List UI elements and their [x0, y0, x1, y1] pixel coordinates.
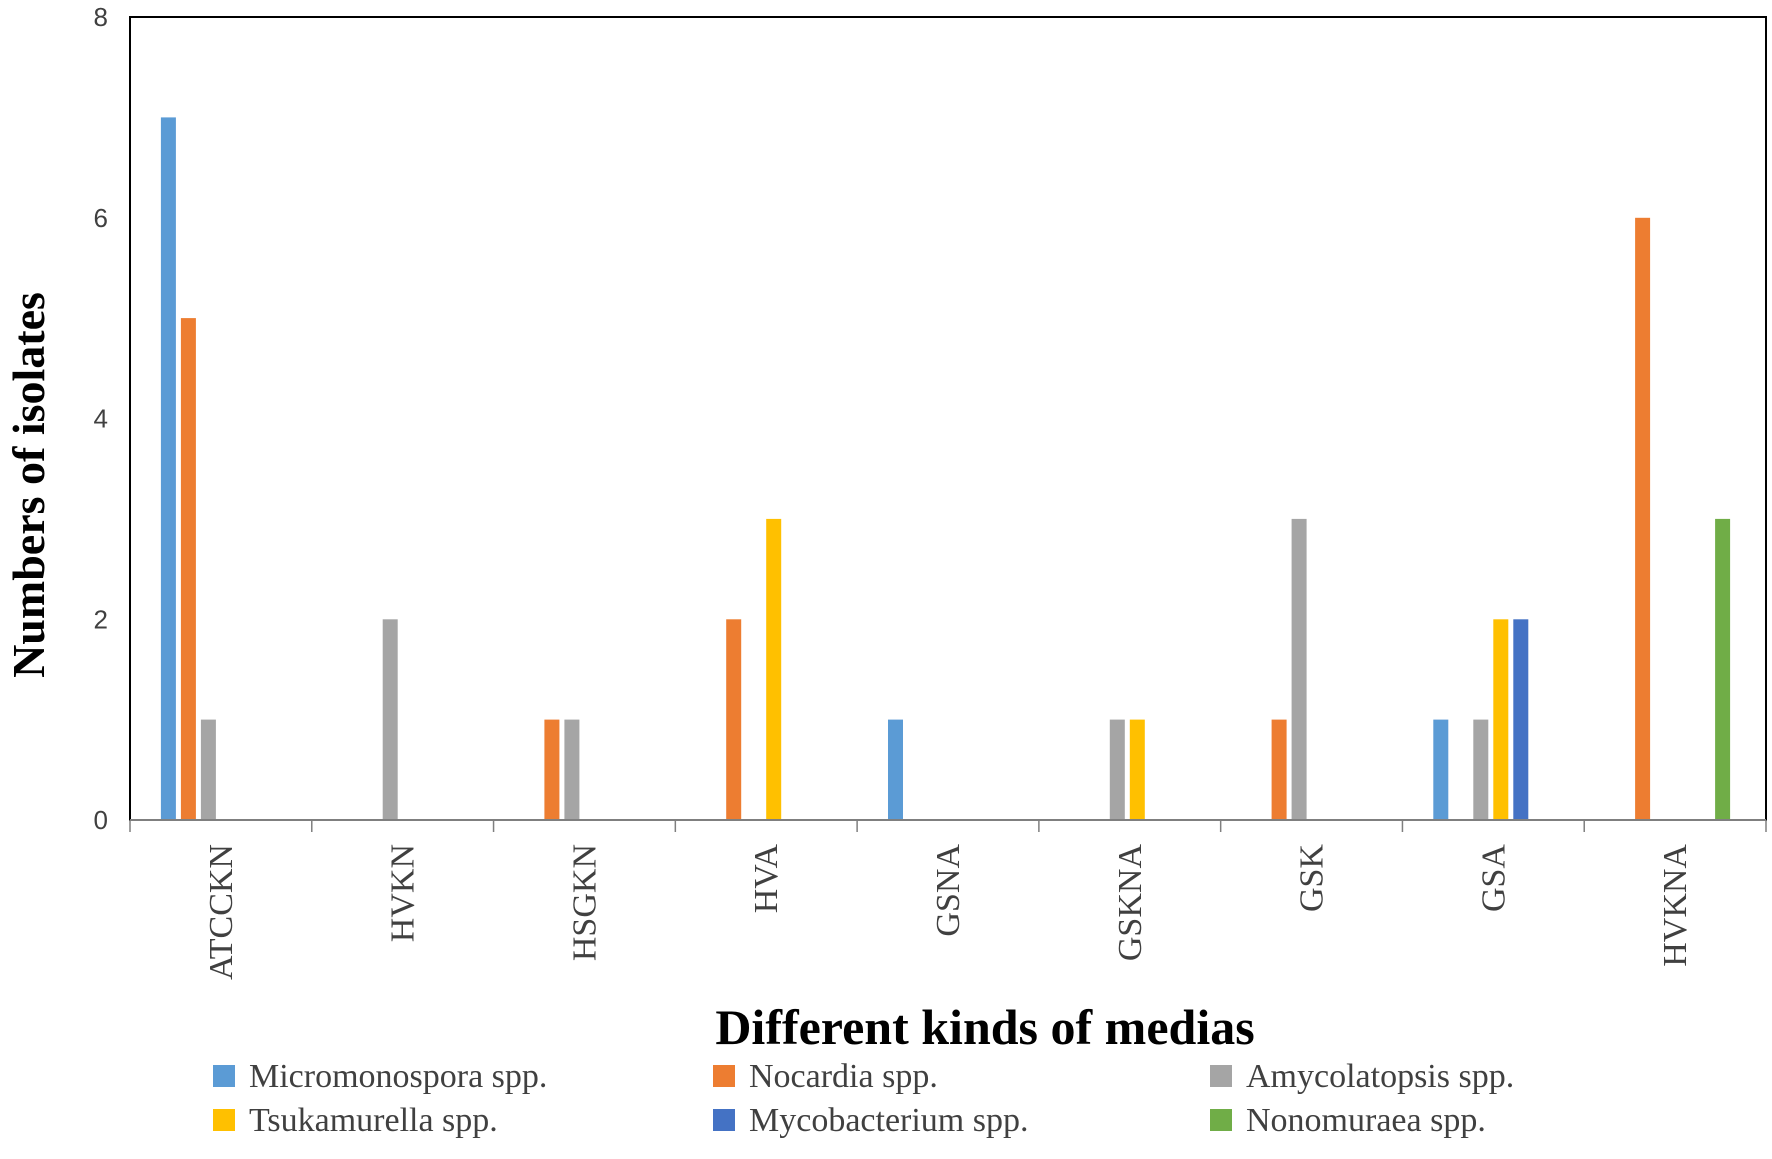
- legend-swatch-mycobacterium-spp: [713, 1109, 735, 1131]
- bar-gskna-amycolatopsis-spp: [1109, 719, 1125, 820]
- legend: Micromonospora spp. Nocardia spp. Amycolat…: [213, 1058, 1514, 1139]
- legend-label-mycobacterium-spp: Mycobacterium spp.: [749, 1102, 1029, 1139]
- y-axis-title: Numbers of isolates: [3, 292, 54, 678]
- legend-label-nonomuraea-spp: Nonomuraea spp.: [1246, 1102, 1486, 1139]
- bar-hvkna-nocardia-spp: [1635, 217, 1651, 821]
- bar-gsa-micromonospora-spp: [1433, 719, 1449, 820]
- bar-gskna-tsukamurella-spp: [1129, 719, 1145, 820]
- bar-gsk-nocardia-spp: [1271, 719, 1287, 820]
- legend-label-nocardia-spp: Nocardia spp.: [749, 1058, 938, 1095]
- x-tick-label-hvkna: HVKNA: [1657, 844, 1694, 967]
- legend-swatch-micromonospora-spp: [213, 1065, 235, 1087]
- x-tick-label-gsk: GSK: [1294, 844, 1331, 912]
- bar-atcckn-nocardia-spp: [180, 318, 196, 820]
- bar-hsgkn-nocardia-spp: [544, 719, 560, 820]
- y-tick-label-6: 6: [94, 203, 108, 233]
- bar-hsgkn-amycolatopsis-spp: [564, 719, 580, 820]
- bar-hvkn-amycolatopsis-spp: [382, 619, 398, 821]
- x-tick-label-hva: HVA: [748, 844, 785, 914]
- y-tick-label-8: 8: [94, 2, 108, 32]
- bars-group: [160, 117, 1731, 821]
- axes-group: ATCCKN HVKN HSGKN HVA GSNA GSKNA GSK GSA HVKNA 0 2…: [94, 2, 1767, 980]
- legend-swatch-tsukamurella-spp: [213, 1109, 235, 1131]
- x-tick-label-hsgkn: HSGKN: [566, 844, 603, 961]
- legend-label-amycolatopsis-spp: Amycolatopsis spp.: [1246, 1058, 1514, 1095]
- bar-atcckn-micromonospora-spp: [160, 117, 176, 820]
- y-tick-label-2: 2: [94, 604, 108, 634]
- x-tick-label-gsa: GSA: [1475, 844, 1512, 912]
- x-tick-label-gskna: GSKNA: [1112, 844, 1149, 962]
- x-tick-label-hvkn: HVKN: [385, 844, 422, 942]
- legend-swatch-amycolatopsis-spp: [1210, 1065, 1232, 1087]
- bar-gsk-amycolatopsis-spp: [1291, 518, 1307, 820]
- x-axis-title: Different kinds of medias: [715, 999, 1254, 1055]
- x-tick-label-gsna: GSNA: [930, 844, 967, 937]
- y-tick-label-4: 4: [94, 404, 108, 434]
- bar-hva-nocardia-spp: [726, 619, 742, 821]
- legend-swatch-nonomuraea-spp: [1210, 1109, 1232, 1131]
- bar-hvkna-nonomuraea-spp: [1715, 518, 1731, 820]
- legend-label-tsukamurella-spp: Tsukamurella spp.: [249, 1102, 498, 1139]
- bar-gsna-micromonospora-spp: [888, 719, 903, 820]
- bar-gsa-tsukamurella-spp: [1493, 619, 1509, 821]
- y-tick-label-0: 0: [94, 805, 108, 835]
- bar-gsa-mycobacterium-spp: [1513, 619, 1529, 821]
- x-tick-label-atcckn: ATCCKN: [203, 844, 240, 980]
- bar-gsa-amycolatopsis-spp: [1473, 719, 1489, 820]
- legend-label-micromonospora-spp: Micromonospora spp.: [249, 1058, 547, 1095]
- legend-swatch-nocardia-spp: [713, 1065, 735, 1087]
- bar-atcckn-amycolatopsis-spp: [200, 719, 216, 820]
- bar-hva-tsukamurella-spp: [766, 518, 782, 820]
